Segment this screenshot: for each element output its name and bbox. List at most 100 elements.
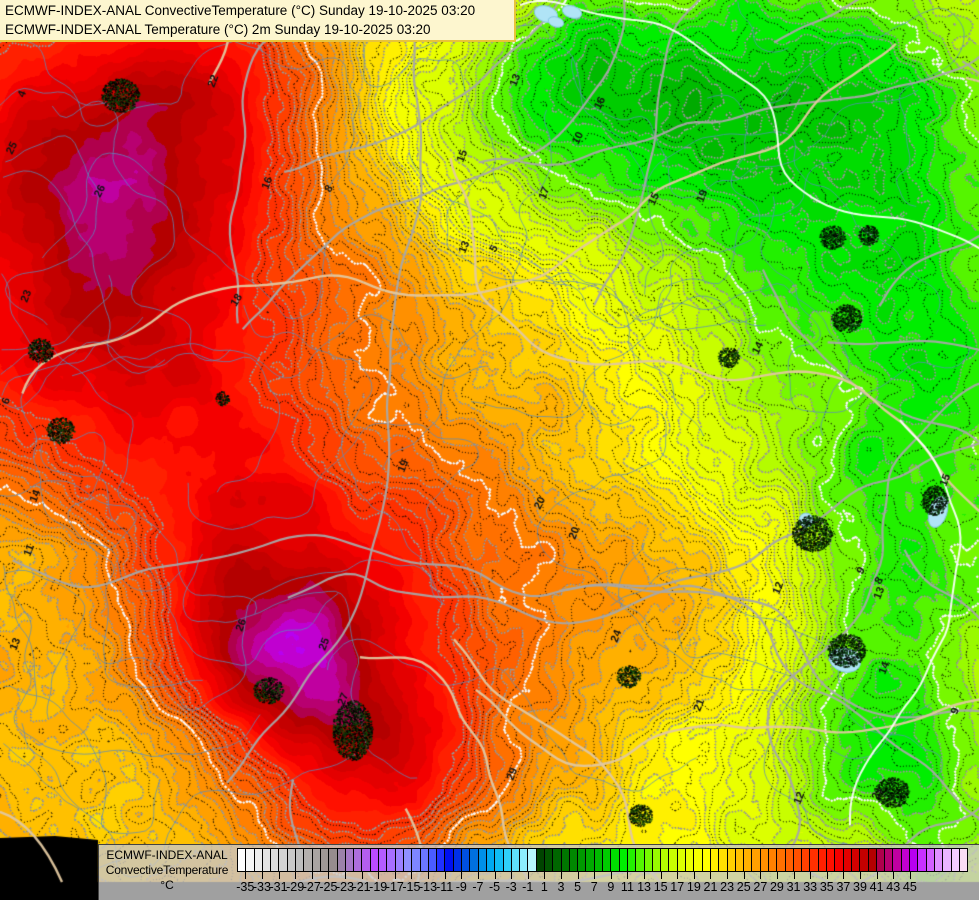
colorbar-swatch [304, 849, 313, 871]
colorbar-tick-label: -11 [436, 880, 454, 894]
colorbar-tick [344, 872, 346, 879]
colorbar-swatch [453, 849, 463, 871]
colorbar-tick [577, 872, 579, 879]
colorbar-tick-label: 15 [653, 880, 668, 894]
colorbar-tick-label: 29 [769, 880, 784, 894]
colorbar-tick-label: 19 [686, 880, 701, 894]
colorbar-swatch [876, 849, 886, 871]
colorbar-tick [311, 872, 313, 879]
colorbar-swatch [636, 849, 645, 871]
legend-model-label: ECMWF-INDEX-ANAL [106, 848, 228, 862]
colorbar-swatch [495, 849, 504, 871]
colorbar-swatch [694, 849, 703, 871]
colorbar-tick [627, 872, 629, 879]
colorbar-swatch [603, 849, 612, 871]
colorbar-tick [428, 872, 430, 879]
colorbar-swatch [710, 849, 720, 871]
colorbar-swatch [785, 849, 794, 871]
colorbar-swatch [611, 849, 620, 871]
map-title-line-2: ECMWF-INDEX-ANAL Temperature (°C) 2m Sun… [5, 22, 431, 37]
colorbar-tick [760, 872, 762, 879]
colorbar-tick [245, 872, 247, 879]
colorbar-ticks [237, 872, 968, 879]
colorbar-tick [378, 872, 380, 879]
colorbar-swatch [644, 849, 653, 871]
colorbar-tick-label: -35 [236, 880, 255, 894]
colorbar-swatch [362, 849, 371, 871]
colorbar-swatch [246, 849, 255, 871]
colorbar-swatch [885, 849, 894, 871]
colorbar-tick [394, 872, 396, 879]
colorbar-swatch [279, 849, 288, 871]
colorbar-tick-label: 5 [574, 880, 582, 894]
colorbar-tick-label: -13 [419, 880, 438, 894]
colorbar-swatch [793, 849, 803, 871]
colorbar-tick-label: -27 [302, 880, 321, 894]
colorbar-swatch [802, 849, 811, 871]
colorbar-tick-label: 21 [703, 880, 718, 894]
colorbar-swatch [669, 849, 678, 871]
colorbar-tick [644, 872, 646, 879]
colorbar-swatch [893, 849, 902, 871]
colorbar-swatch [329, 849, 338, 871]
colorbar-swatch [943, 849, 952, 871]
colorbar-swatch [271, 849, 280, 871]
colorbar-tick-label: -31 [269, 880, 288, 894]
colorbar-tick-label: 37 [836, 880, 851, 894]
colorbar-swatch [478, 849, 487, 871]
colorbar-swatch [818, 849, 828, 871]
colorbar-tick [544, 872, 546, 879]
colorbar-swatch [677, 849, 687, 871]
colorbar-swatch [544, 849, 554, 871]
colorbar-swatch [395, 849, 404, 871]
colorbar-tick-label: 11 [620, 880, 634, 894]
colorbar-swatch [254, 849, 263, 871]
colorbar-tick-label: 13 [637, 880, 651, 894]
colorbar-swatch [553, 849, 562, 871]
colorbar-tick-label: 33 [803, 880, 818, 894]
colorbar-swatch [810, 849, 819, 871]
colorbar-swatch [561, 849, 570, 871]
colorbar-swatch [594, 849, 604, 871]
colorbar-tick-label: 25 [736, 880, 751, 894]
colorbar-swatch [760, 849, 769, 871]
colorbar-tick-label: 23 [720, 880, 735, 894]
colorbar-swatch [536, 849, 545, 871]
colorbar-swatch [959, 849, 968, 871]
colorbar-swatch [578, 849, 587, 871]
colorbar-swatch [238, 849, 247, 871]
colorbar-swatch [926, 849, 935, 871]
colorbar-tick-label: 1 [540, 880, 548, 894]
colorbar-swatch [827, 849, 836, 871]
colorbar-swatch [619, 849, 628, 871]
colorbar-swatch [686, 849, 695, 871]
colorbar-swatch [860, 849, 869, 871]
colorbar-scale[interactable] [237, 848, 968, 872]
colorbar-swatch [312, 849, 321, 871]
colorbar-swatch [412, 849, 421, 871]
colorbar-swatch [934, 849, 944, 871]
colorbar-swatch [727, 849, 736, 871]
colorbar-tick-label: -9 [455, 880, 467, 894]
colorbar-swatch [470, 849, 479, 871]
colorbar-swatch [744, 849, 753, 871]
colorbar-swatch [486, 849, 496, 871]
colorbar-tick [909, 872, 911, 879]
colorbar-tick [743, 872, 745, 879]
map-title-line-1: ECMWF-INDEX-ANAL ConvectiveTemperature (… [5, 3, 476, 18]
colorbar-tick-label: 39 [853, 880, 867, 894]
colorbar-swatch [520, 849, 529, 871]
colorbar-wrap: -35 -33 -31 -29 -27 -25 -23 -21 -19 -17 -15 -13 -11-… [236, 848, 972, 898]
colorbar-legend: ECMWF-INDEX-ANAL ConvectiveTemperature °… [98, 844, 979, 900]
colorbar-tick [278, 872, 280, 879]
colorbar-tick-label: -33 [252, 880, 271, 894]
colorbar-swatch [851, 849, 861, 871]
colorbar-tick [876, 872, 878, 879]
colorbar-tick [594, 872, 596, 879]
colorbar-swatch [403, 849, 413, 871]
colorbar-tick [793, 872, 795, 879]
colorbar-swatch [769, 849, 778, 871]
colorbar-swatch [437, 849, 446, 871]
colorbar-swatch [702, 849, 711, 871]
